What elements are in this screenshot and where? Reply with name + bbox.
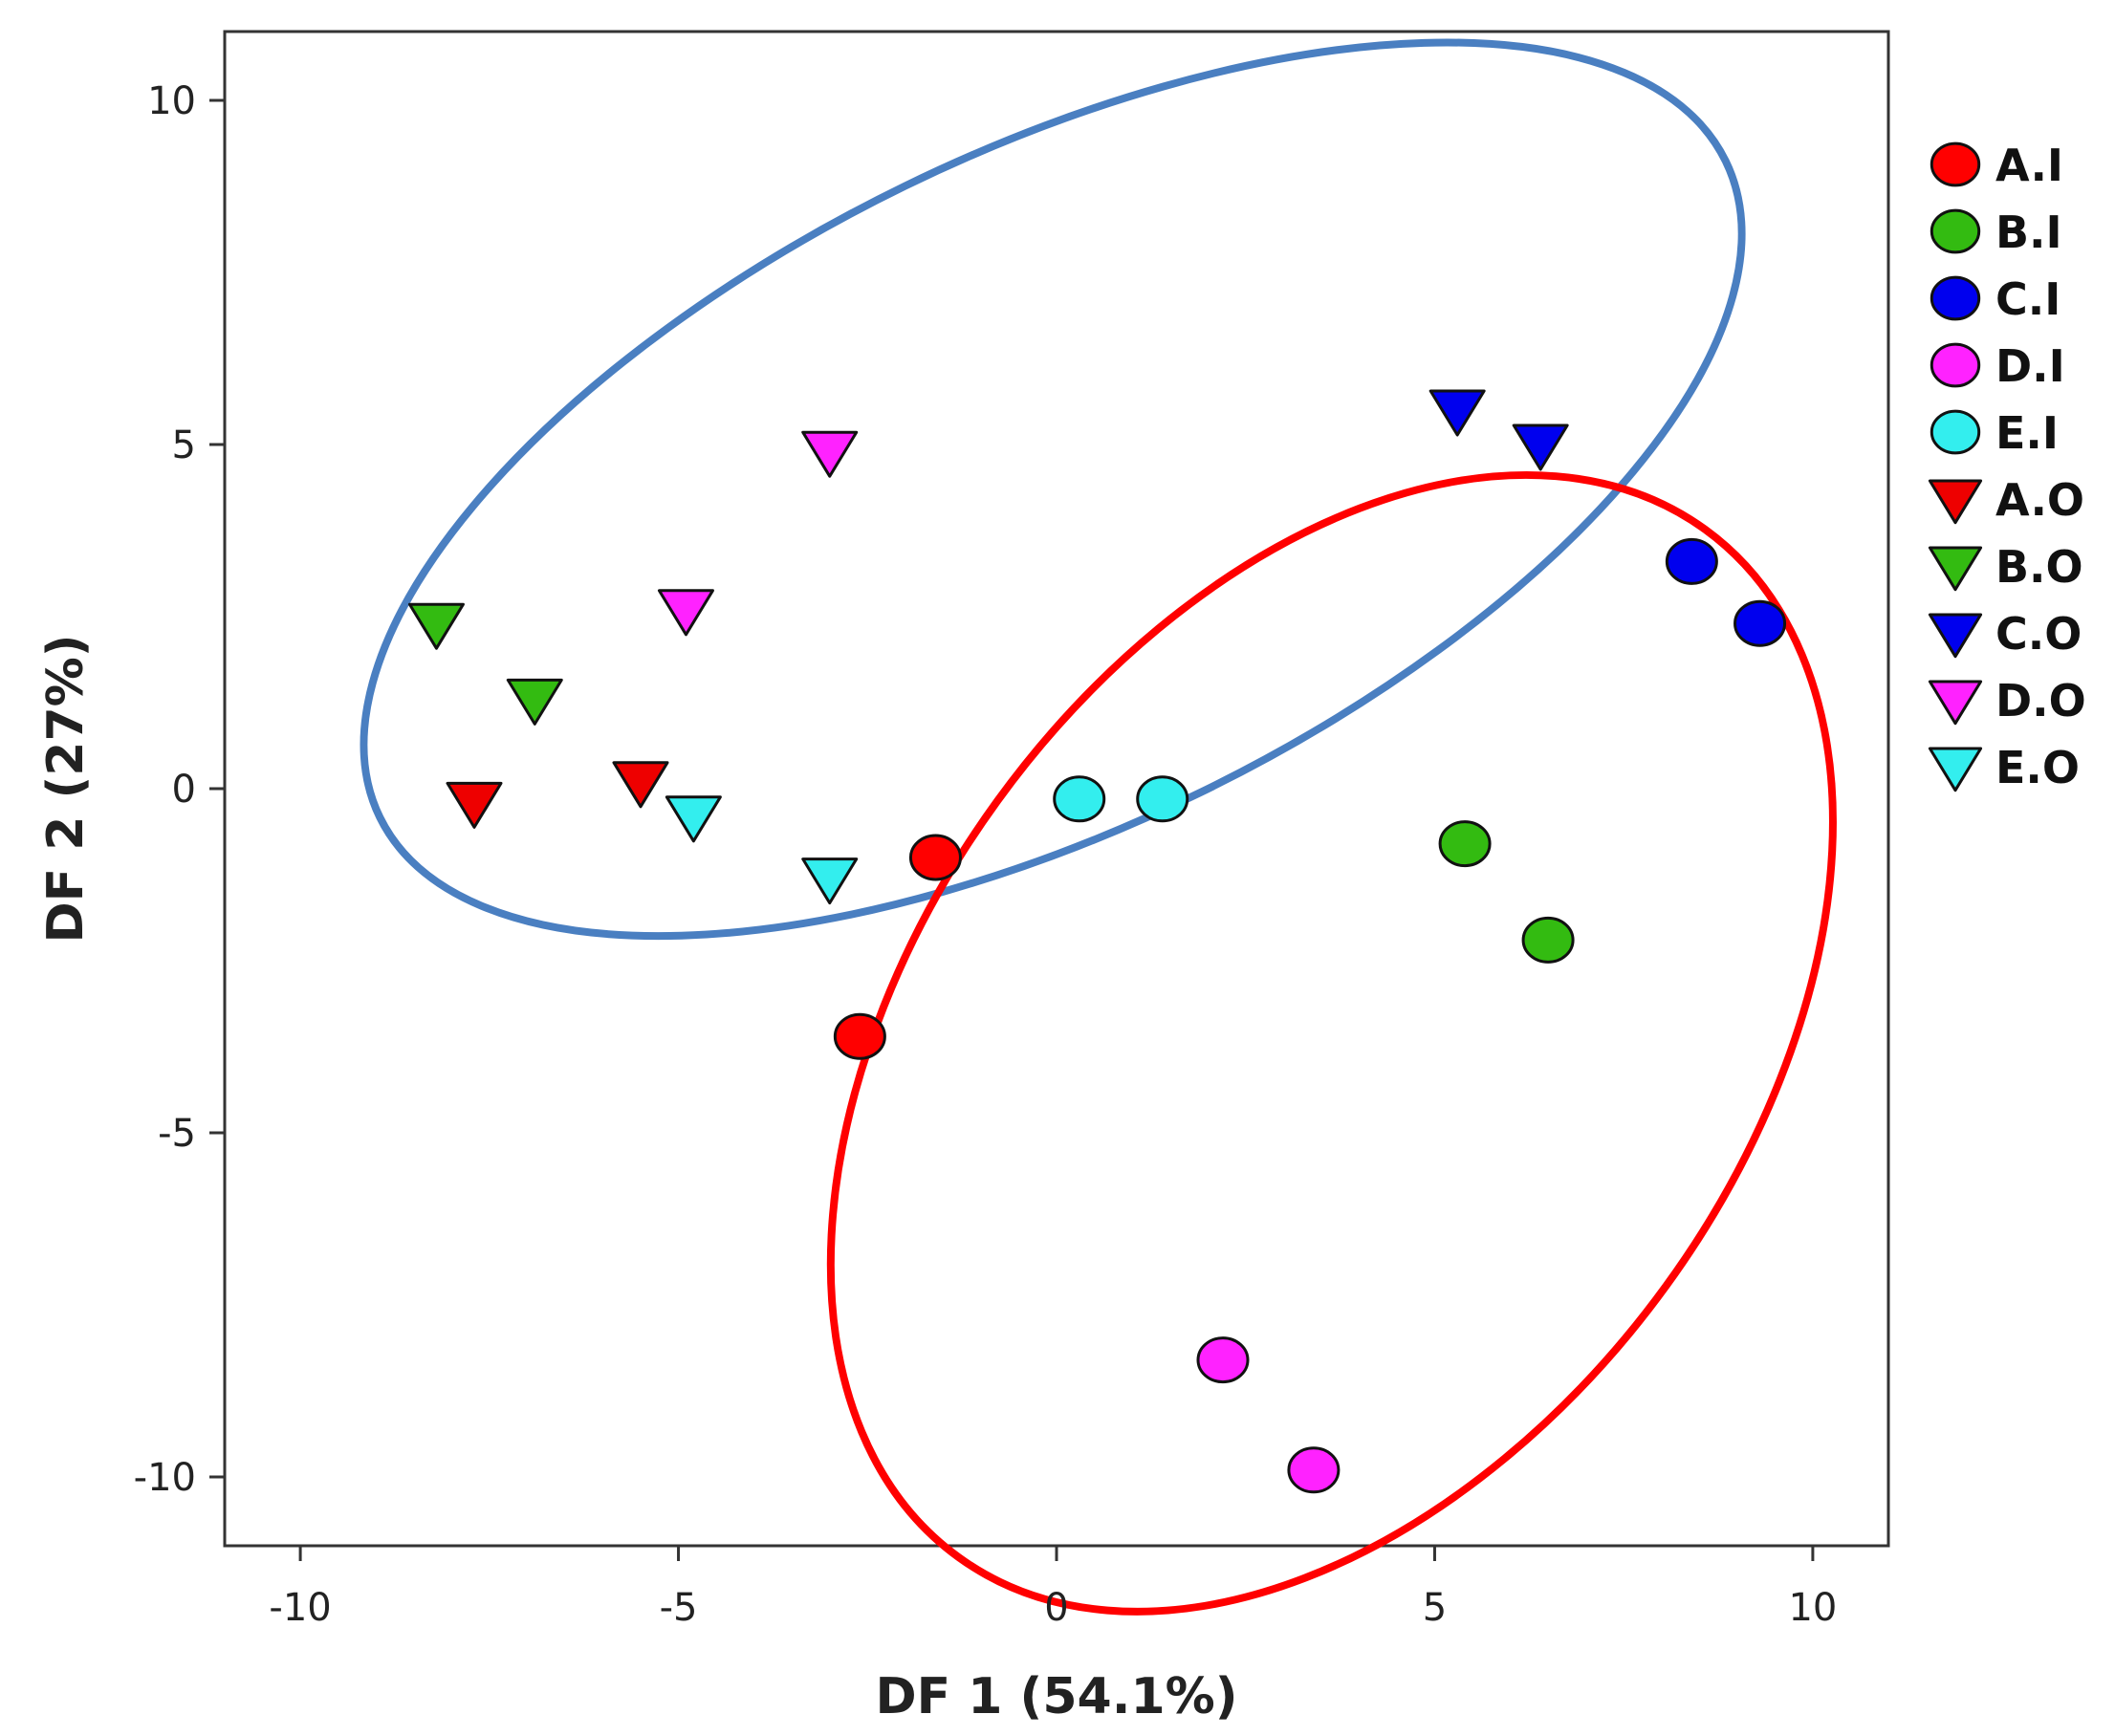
y-tick-label: 0 — [172, 768, 196, 812]
axes-layer: -10 -5 0 5 10 10 5 0 -5 -10 — [134, 79, 1838, 1630]
point-b-i — [1521, 916, 1575, 964]
points-layer — [407, 389, 1787, 1494]
point-a-o — [612, 761, 669, 809]
legend-label-c-o: C.O — [1995, 608, 2082, 660]
legend-marker-b-o — [1928, 546, 1983, 592]
point-b-i — [1438, 820, 1492, 868]
legend: A.I B.I C.I D.I E.I A.O B.O C.O D.O E.O — [1928, 140, 2086, 793]
legend-label-e-i: E.I — [1995, 407, 2059, 459]
x-tick-label: 5 — [1423, 1586, 1447, 1630]
legend-marker-a-i — [1930, 141, 1981, 187]
y-tick-label: 5 — [172, 423, 196, 467]
y-tick-label: -10 — [134, 1456, 196, 1500]
point-a-i — [908, 834, 962, 881]
legend-marker-d-i — [1930, 342, 1981, 388]
point-e-o — [665, 795, 722, 843]
legend-marker-c-o — [1928, 613, 1983, 659]
legend-label-a-o: A.O — [1995, 474, 2084, 526]
point-d-o — [657, 589, 714, 637]
legend-label-b-o: B.O — [1995, 541, 2083, 593]
legend-marker-d-o — [1928, 680, 1983, 726]
point-e-o — [801, 857, 859, 905]
legend-marker-e-o — [1928, 747, 1983, 792]
legend-label-d-o: D.O — [1995, 675, 2086, 727]
legend-label-d-i: D.I — [1995, 340, 2065, 392]
x-axis-title: DF 1 (54.1%) — [875, 1668, 1237, 1725]
x-tick-label: 0 — [1044, 1586, 1068, 1630]
legend-label-c-i: C.I — [1995, 273, 2060, 325]
point-b-o — [407, 602, 465, 650]
y-tick-label: 10 — [147, 79, 196, 123]
y-tick-label: -5 — [158, 1112, 196, 1156]
point-c-o — [1428, 389, 1486, 437]
inner-group-ellipse — [826, 470, 1837, 1616]
point-c-i — [1733, 599, 1787, 647]
legend-label-b-i: B.I — [1995, 206, 2062, 258]
point-b-o — [506, 678, 563, 726]
point-c-i — [1665, 537, 1718, 585]
point-e-i — [1053, 775, 1106, 823]
legend-marker-a-o — [1928, 479, 1983, 525]
x-tick-label: 10 — [1788, 1586, 1837, 1630]
legend-label-e-o: E.O — [1995, 742, 2080, 793]
point-d-o — [801, 430, 859, 478]
x-tick-label: -10 — [269, 1586, 331, 1630]
x-tick-label: -5 — [660, 1586, 698, 1630]
point-d-i — [1196, 1336, 1250, 1384]
legend-label-a-i: A.I — [1995, 140, 2063, 191]
point-a-i — [833, 1012, 886, 1060]
y-axis-title: DF 2 (27%) — [37, 634, 95, 943]
point-a-o — [446, 781, 503, 829]
point-c-o — [1512, 423, 1569, 471]
legend-marker-e-i — [1930, 409, 1981, 455]
legend-marker-c-i — [1930, 275, 1981, 321]
point-e-i — [1136, 775, 1189, 823]
point-d-i — [1287, 1446, 1341, 1494]
legend-marker-b-i — [1930, 208, 1981, 254]
